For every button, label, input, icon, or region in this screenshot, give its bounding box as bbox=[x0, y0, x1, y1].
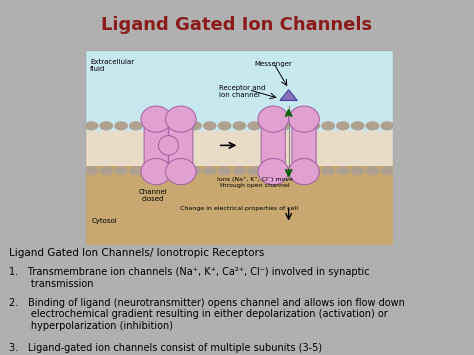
Circle shape bbox=[248, 122, 260, 130]
Circle shape bbox=[292, 167, 305, 175]
Circle shape bbox=[159, 167, 172, 175]
Circle shape bbox=[337, 167, 349, 175]
Circle shape bbox=[352, 122, 364, 130]
Text: Channel
closed: Channel closed bbox=[139, 189, 167, 202]
Text: Extracellular
fluid: Extracellular fluid bbox=[90, 59, 134, 72]
Circle shape bbox=[233, 122, 246, 130]
Text: Ions (Na⁺, K⁺, Cl⁻) move
through open channel: Ions (Na⁺, K⁺, Cl⁻) move through open ch… bbox=[217, 177, 293, 187]
Circle shape bbox=[85, 122, 98, 130]
Circle shape bbox=[278, 122, 290, 130]
FancyBboxPatch shape bbox=[144, 114, 168, 175]
Text: 3. Ligand-gated ion channels consist of multiple subunits (3-5): 3. Ligand-gated ion channels consist of … bbox=[9, 343, 323, 353]
Circle shape bbox=[278, 167, 290, 175]
Circle shape bbox=[366, 167, 379, 175]
Circle shape bbox=[248, 167, 260, 175]
Circle shape bbox=[189, 122, 201, 130]
FancyBboxPatch shape bbox=[85, 131, 393, 166]
Circle shape bbox=[115, 122, 127, 130]
Circle shape bbox=[174, 122, 186, 130]
FancyBboxPatch shape bbox=[169, 114, 193, 175]
Circle shape bbox=[85, 167, 98, 175]
Circle shape bbox=[130, 167, 142, 175]
Text: Ligand Gated Ion Channels/ Ionotropic Receptors: Ligand Gated Ion Channels/ Ionotropic Re… bbox=[9, 248, 265, 258]
Circle shape bbox=[322, 167, 334, 175]
Circle shape bbox=[263, 122, 275, 130]
Polygon shape bbox=[280, 90, 297, 100]
Ellipse shape bbox=[289, 106, 319, 132]
Ellipse shape bbox=[165, 158, 196, 185]
Circle shape bbox=[352, 167, 364, 175]
FancyBboxPatch shape bbox=[85, 50, 393, 157]
Circle shape bbox=[219, 122, 231, 130]
Circle shape bbox=[115, 167, 127, 175]
Circle shape bbox=[130, 122, 142, 130]
Text: Change in electrical properties of cell: Change in electrical properties of cell bbox=[181, 206, 298, 211]
Text: 2. Binding of ligand (neurotransmitter) opens channel and allows ion flow down
 : 2. Binding of ligand (neurotransmitter) … bbox=[9, 298, 405, 331]
Circle shape bbox=[366, 122, 379, 130]
Circle shape bbox=[337, 122, 349, 130]
Ellipse shape bbox=[165, 106, 196, 132]
Circle shape bbox=[381, 167, 393, 175]
Circle shape bbox=[307, 122, 319, 130]
Circle shape bbox=[189, 167, 201, 175]
FancyBboxPatch shape bbox=[85, 157, 393, 245]
Ellipse shape bbox=[141, 106, 172, 132]
Circle shape bbox=[263, 167, 275, 175]
Text: Ligand Gated Ion Channels: Ligand Gated Ion Channels bbox=[101, 16, 373, 34]
Ellipse shape bbox=[289, 158, 319, 185]
Circle shape bbox=[100, 167, 112, 175]
Circle shape bbox=[322, 122, 334, 130]
Circle shape bbox=[219, 167, 231, 175]
Circle shape bbox=[204, 167, 216, 175]
FancyBboxPatch shape bbox=[261, 114, 285, 175]
Text: Receptor and
ion channel: Receptor and ion channel bbox=[219, 85, 266, 98]
FancyBboxPatch shape bbox=[292, 114, 316, 175]
Text: Messenger: Messenger bbox=[255, 61, 292, 67]
Circle shape bbox=[174, 167, 186, 175]
Circle shape bbox=[292, 122, 305, 130]
Ellipse shape bbox=[158, 136, 179, 155]
Circle shape bbox=[307, 167, 319, 175]
Text: 1. Transmembrane ion channels (Na⁺, K⁺, Ca²⁺, Cl⁻) involved in synaptic
       t: 1. Transmembrane ion channels (Na⁺, K⁺, … bbox=[9, 267, 370, 289]
Circle shape bbox=[159, 122, 172, 130]
Circle shape bbox=[100, 122, 112, 130]
Ellipse shape bbox=[258, 106, 289, 132]
Ellipse shape bbox=[141, 158, 172, 185]
Circle shape bbox=[381, 122, 393, 130]
Circle shape bbox=[145, 167, 157, 175]
Circle shape bbox=[233, 167, 246, 175]
Ellipse shape bbox=[258, 158, 289, 185]
Circle shape bbox=[204, 122, 216, 130]
Circle shape bbox=[145, 122, 157, 130]
Text: Cytosol: Cytosol bbox=[91, 218, 117, 224]
